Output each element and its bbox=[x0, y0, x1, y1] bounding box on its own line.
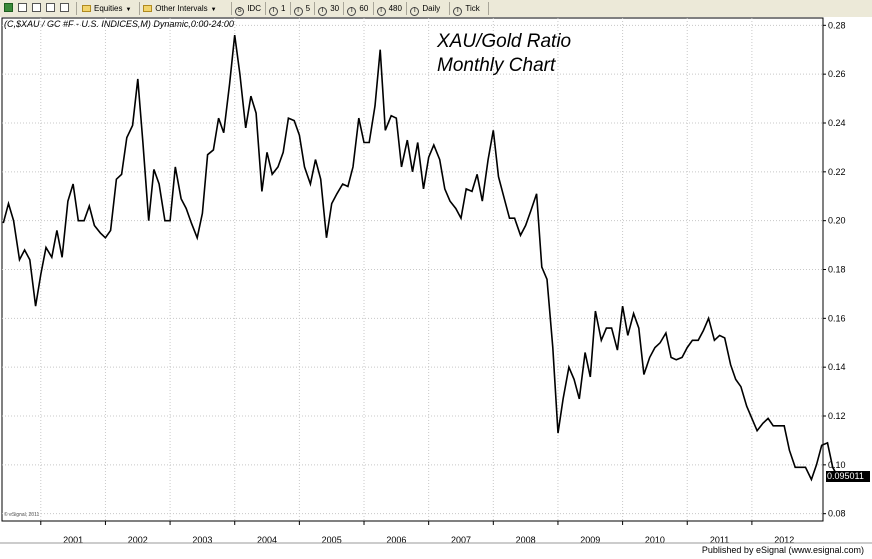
chevron-down-icon: ▼ bbox=[125, 7, 132, 13]
toolbar-divider bbox=[265, 2, 266, 15]
crosshair-icon[interactable] bbox=[60, 3, 69, 12]
toolbar-item-480[interactable]: I 480 bbox=[376, 2, 402, 16]
toolbar-divider bbox=[231, 2, 233, 15]
toolbar-item-30[interactable]: I 30 bbox=[318, 2, 340, 16]
toolbar-divider bbox=[289, 2, 291, 15]
chart-background bbox=[0, 17, 872, 559]
y-tick-label: 0.14 bbox=[828, 362, 846, 372]
page-icon[interactable] bbox=[46, 3, 55, 12]
chart-area: 0.28 0.26 0.24 0.22 0.20 0.18 0.16 0.14 0.12 0.10… bbox=[0, 17, 872, 559]
x-tick-label: 2002 bbox=[128, 535, 148, 545]
toolbar-item-equities[interactable]: Equities ▼ bbox=[82, 2, 131, 15]
last-value-tag: 0.095011 bbox=[826, 471, 870, 483]
x-tick-label: 2003 bbox=[192, 535, 212, 545]
symbol-header: (C,$XAU / GC #F - U.S. INDICES,M) Dynami… bbox=[4, 19, 234, 29]
toolbar-divider bbox=[314, 2, 316, 15]
watermark: © eSignal, 2011 bbox=[4, 512, 40, 518]
chevron-down-icon: ▼ bbox=[210, 7, 217, 13]
page-icon[interactable] bbox=[18, 3, 27, 12]
series-line bbox=[2, 34, 839, 482]
x-tick-label: 2005 bbox=[322, 535, 342, 545]
toolbar-item-idc[interactable]: S IDC bbox=[235, 2, 261, 16]
toolbar: Equities ▼ Other Intervals ▼ S IDC I 1 I 5 I 30 I 60 I… bbox=[0, 0, 872, 18]
x-tick-label: 2004 bbox=[257, 535, 277, 545]
toolbar-item-tick[interactable]: I Tick bbox=[453, 2, 480, 16]
toolbar-divider bbox=[139, 2, 141, 15]
page-icon[interactable] bbox=[32, 3, 41, 12]
toolbar-item-other-intervals[interactable]: Other Intervals ▼ bbox=[143, 2, 217, 15]
toolbar-item-label: 1 bbox=[281, 4, 286, 13]
interval-icon: I bbox=[410, 7, 420, 16]
chart-title-line1: XAU/Gold Ratio bbox=[437, 31, 572, 52]
chart-icon[interactable] bbox=[4, 3, 13, 12]
y-tick-label: 0.18 bbox=[828, 265, 846, 275]
y-tick-label: 0.24 bbox=[828, 118, 846, 128]
chart-title: XAU/Gold Ratio Monthly Chart bbox=[437, 30, 571, 78]
toolbar-divider bbox=[449, 2, 451, 15]
toolbar-item-label: IDC bbox=[247, 4, 261, 13]
toolbar-divider bbox=[487, 2, 489, 15]
toolbar-divider bbox=[343, 2, 345, 15]
folder-icon bbox=[143, 5, 153, 12]
y-tick-label: 0.10 bbox=[828, 460, 846, 470]
toolbar-item-label: Equities bbox=[94, 4, 123, 13]
x-tick-label: 2010 bbox=[645, 535, 665, 545]
y-tick-label: 0.16 bbox=[828, 313, 846, 323]
y-tick-label: 0.26 bbox=[828, 69, 846, 79]
toolbar-item-label: 60 bbox=[359, 4, 369, 13]
folder-icon bbox=[82, 5, 91, 12]
y-tick-label: 0.20 bbox=[828, 216, 846, 226]
y-tick-label: 0.22 bbox=[828, 167, 846, 177]
interval-icon: I bbox=[318, 7, 328, 16]
x-tick-label: 2001 bbox=[63, 535, 83, 545]
interval-icon: I bbox=[347, 7, 357, 16]
x-tick-label: 2009 bbox=[580, 535, 600, 545]
x-tick-label: 2012 bbox=[774, 535, 794, 545]
interval-icon: I bbox=[453, 7, 463, 16]
interval-icon: I bbox=[376, 7, 386, 16]
toolbar-item-label: 480 bbox=[388, 4, 402, 13]
toolbar-item-daily[interactable]: I Daily bbox=[410, 2, 441, 16]
toolbar-divider bbox=[406, 2, 408, 15]
toolbar-item-60[interactable]: I 60 bbox=[347, 2, 369, 16]
interval-icon: I bbox=[293, 7, 303, 16]
interval-icon: S bbox=[235, 7, 245, 16]
interval-icon: I bbox=[269, 7, 278, 16]
footer-text: Published by eSignal (www.esignal.com) bbox=[701, 545, 864, 555]
chart-svg: 0.28 0.26 0.24 0.22 0.20 0.18 0.16 0.14 0.12 0.10… bbox=[0, 17, 872, 559]
y-tick-label: 0.28 bbox=[828, 20, 846, 30]
toolbar-item-label: Daily bbox=[422, 4, 441, 13]
y-tick-label: 0.08 bbox=[828, 509, 846, 519]
x-tick-label: 2007 bbox=[451, 535, 471, 545]
y-tick-label: 0.12 bbox=[828, 411, 846, 421]
x-tick-label: 2008 bbox=[516, 535, 536, 545]
x-tick-label: 2006 bbox=[386, 535, 406, 545]
toolbar-item-label: 30 bbox=[330, 4, 340, 13]
x-tick-label: 2011 bbox=[710, 535, 729, 545]
toolbar-item-label: Other Intervals bbox=[155, 4, 208, 13]
toolbar-item-label: 5 bbox=[305, 4, 311, 13]
toolbar-item-label: Tick bbox=[465, 4, 480, 13]
chart-subtitle: Monthly Chart bbox=[437, 55, 556, 76]
toolbar-divider bbox=[372, 2, 374, 15]
toolbar-divider bbox=[76, 2, 77, 15]
